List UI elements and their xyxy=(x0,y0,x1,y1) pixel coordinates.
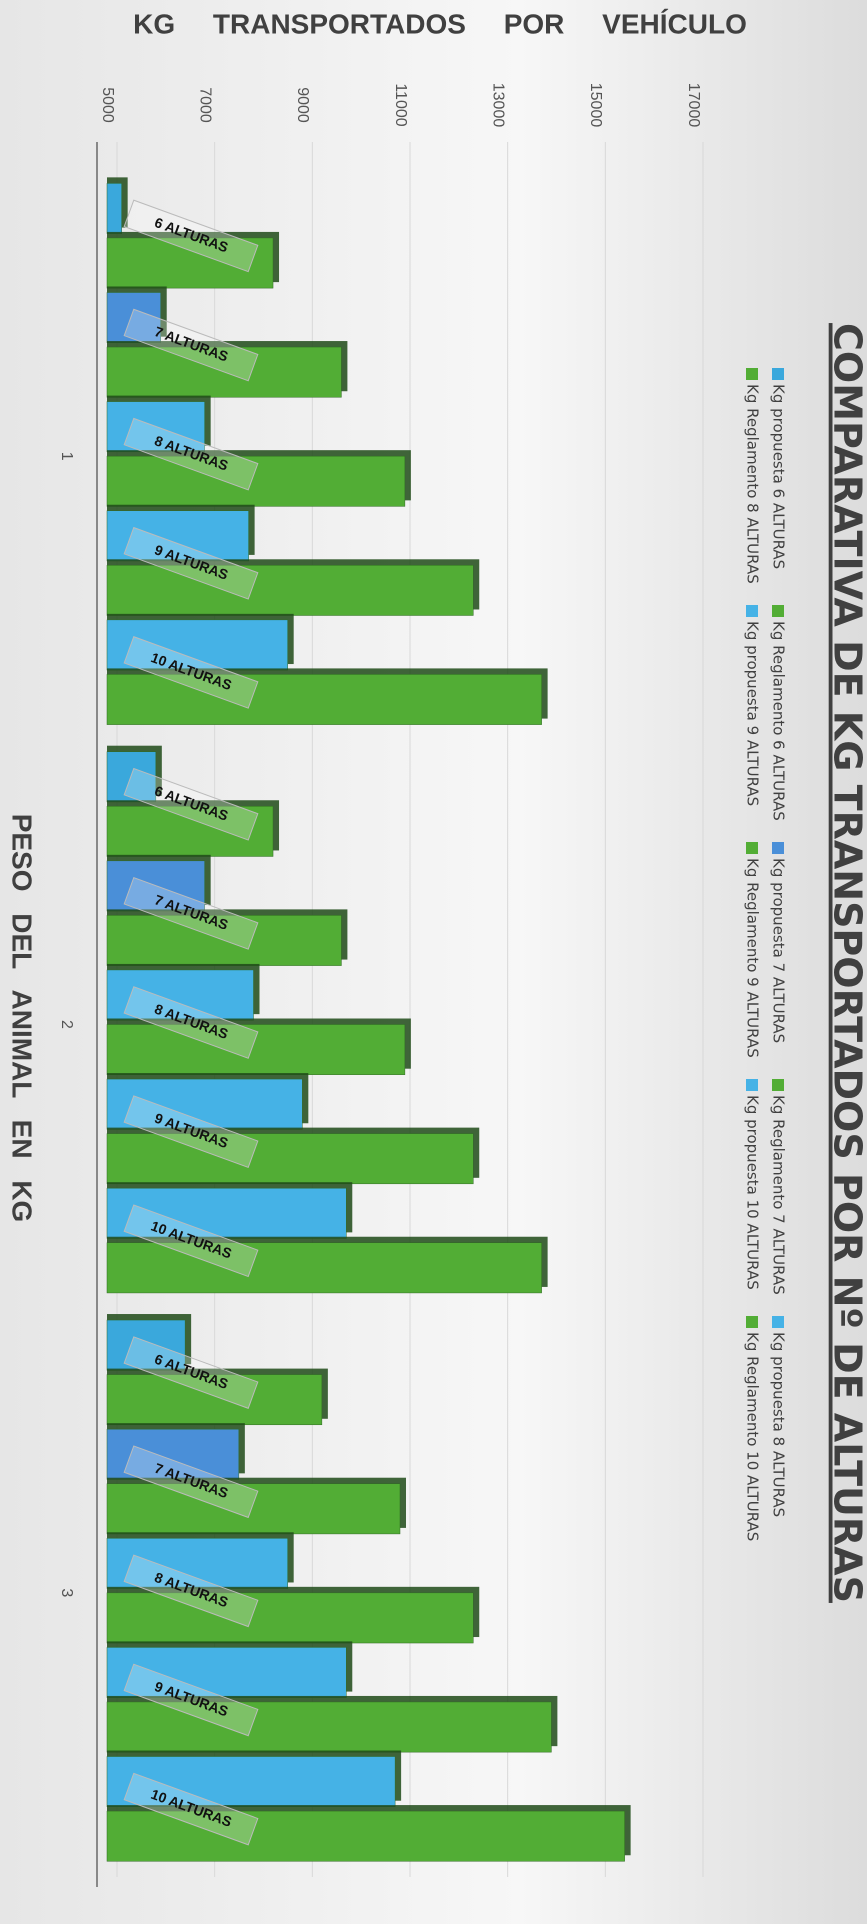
bar xyxy=(106,1242,542,1294)
bar-label-box xyxy=(123,1095,259,1168)
bar xyxy=(106,1483,401,1535)
bar xyxy=(106,806,274,857)
y-tick-label: 9000 xyxy=(294,87,311,123)
bar-label-box xyxy=(123,1204,259,1278)
legend-label: Kg propuesta 7 ALTURAS xyxy=(770,858,788,1043)
y-tick-label: 13000 xyxy=(489,83,506,128)
bar-label-box xyxy=(123,1554,259,1628)
bar-label-box xyxy=(123,986,259,1059)
legend-label: Kg propuesta 8 ALTURAS xyxy=(770,1332,788,1517)
legend-label: Kg propuesta 6 ALTURAS xyxy=(770,384,788,569)
legend-label: Kg propuesta 10 ALTURAS xyxy=(744,1095,762,1290)
y-tick-label: 7000 xyxy=(196,87,213,123)
bar xyxy=(106,183,122,234)
bar-label-box xyxy=(123,1336,259,1409)
bar-label-box xyxy=(123,308,259,382)
legend-swatch xyxy=(746,842,758,854)
y-tick-label: 11000 xyxy=(392,83,409,126)
bar xyxy=(106,1428,240,1480)
bar xyxy=(106,1810,625,1862)
bar xyxy=(106,1647,347,1698)
bar xyxy=(106,619,288,671)
bar xyxy=(106,1592,474,1644)
x-tick-label: 3 xyxy=(58,1588,75,1597)
category-axis-title: PESO DEL ANIMAL EN KG xyxy=(7,814,38,1223)
bar-label-box xyxy=(123,877,259,950)
chart-title: COMPARATIVA DE KG TRANSPORTADOS POR Nº D… xyxy=(826,323,867,1603)
legend-swatch xyxy=(746,605,758,617)
bar xyxy=(106,1319,186,1371)
bar-label-box xyxy=(123,1772,259,1846)
bar-label-box xyxy=(123,417,259,491)
legend-label: Kg Reglamento 6 ALTURAS xyxy=(770,621,788,821)
bar-label-box xyxy=(123,767,259,841)
bar-label-box xyxy=(123,199,259,273)
y-tick-label: 17000 xyxy=(685,83,702,128)
x-tick-label: 2 xyxy=(58,1020,75,1029)
legend-swatch xyxy=(746,368,758,380)
legend-label: Kg Reglamento 10 ALTURAS xyxy=(744,1332,762,1541)
bar xyxy=(106,237,274,289)
bar xyxy=(106,1187,347,1239)
bar xyxy=(106,674,542,725)
legend-swatch xyxy=(746,1316,758,1328)
bar-label-box xyxy=(123,1445,259,1519)
bar xyxy=(106,292,161,343)
bar xyxy=(106,455,406,507)
bar xyxy=(106,1374,323,1426)
bar xyxy=(106,1024,406,1075)
y-tick-label: 5000 xyxy=(99,87,116,123)
bar-label-box xyxy=(123,1663,259,1737)
bar xyxy=(106,1701,552,1753)
bar xyxy=(106,969,254,1021)
x-tick-label: 1 xyxy=(58,452,75,461)
legend-swatch xyxy=(772,605,784,617)
y-tick-label: 15000 xyxy=(587,83,604,128)
value-axis-title: KG TRANSPORTADOS POR VEHÍCULO xyxy=(133,8,747,39)
bar xyxy=(106,565,474,616)
legend-swatch xyxy=(772,842,784,854)
legend-label: Kg propuesta 9 ALTURAS xyxy=(744,621,762,806)
bar-label-box xyxy=(123,526,259,600)
legend-label: Kg Reglamento 7 ALTURAS xyxy=(770,1095,788,1295)
legend-swatch xyxy=(772,368,784,380)
legend-label: Kg Reglamento 9 ALTURAS xyxy=(744,858,762,1058)
legend-swatch xyxy=(772,1079,784,1091)
bar-label-box xyxy=(123,636,259,709)
bar xyxy=(106,1133,474,1185)
legend-label: Kg Reglamento 8 ALTURAS xyxy=(744,384,762,584)
legend-swatch xyxy=(772,1316,784,1328)
legend-swatch xyxy=(746,1079,758,1091)
